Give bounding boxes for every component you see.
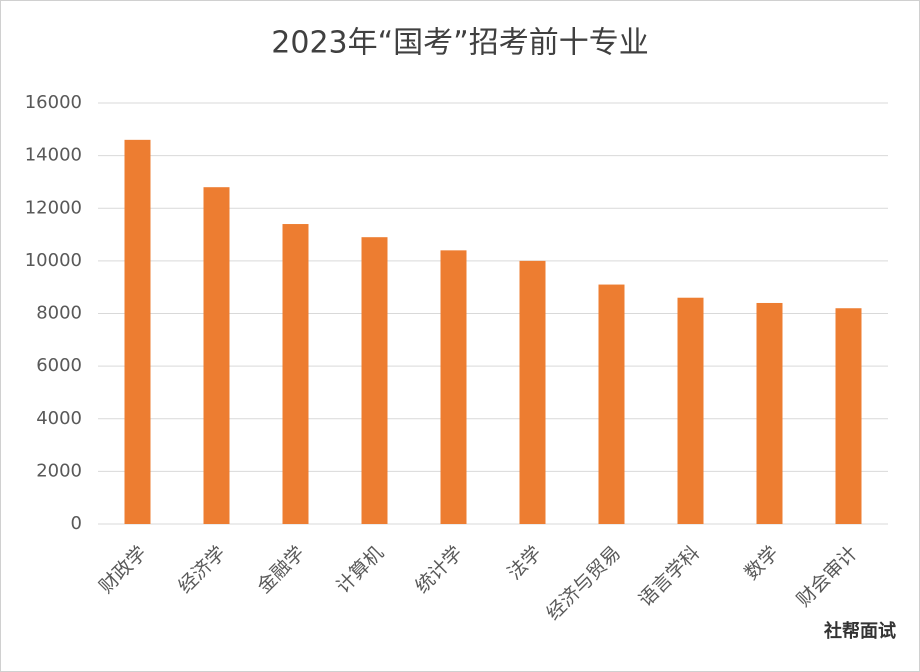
chart-title: 2023年“国考”招考前十专业	[271, 26, 648, 61]
bar	[440, 250, 467, 524]
bar	[519, 260, 546, 524]
bar	[361, 237, 388, 524]
y-tick-label: 10000	[25, 250, 82, 271]
bar	[835, 308, 862, 524]
y-tick-label: 16000	[25, 92, 82, 113]
watermark: 社帮面试	[824, 620, 896, 642]
y-tick-label: 12000	[25, 197, 82, 218]
bar	[282, 224, 309, 524]
bar	[598, 284, 625, 524]
bar	[203, 187, 230, 524]
y-tick-label: 8000	[36, 303, 82, 324]
bar	[677, 297, 704, 524]
bar	[756, 302, 783, 524]
y-tick-label: 0	[71, 513, 82, 534]
y-tick-label: 14000	[25, 145, 82, 166]
y-tick-label: 2000	[36, 460, 82, 481]
y-tick-label: 4000	[36, 408, 82, 429]
bar	[124, 139, 151, 524]
y-tick-label: 6000	[36, 355, 82, 376]
